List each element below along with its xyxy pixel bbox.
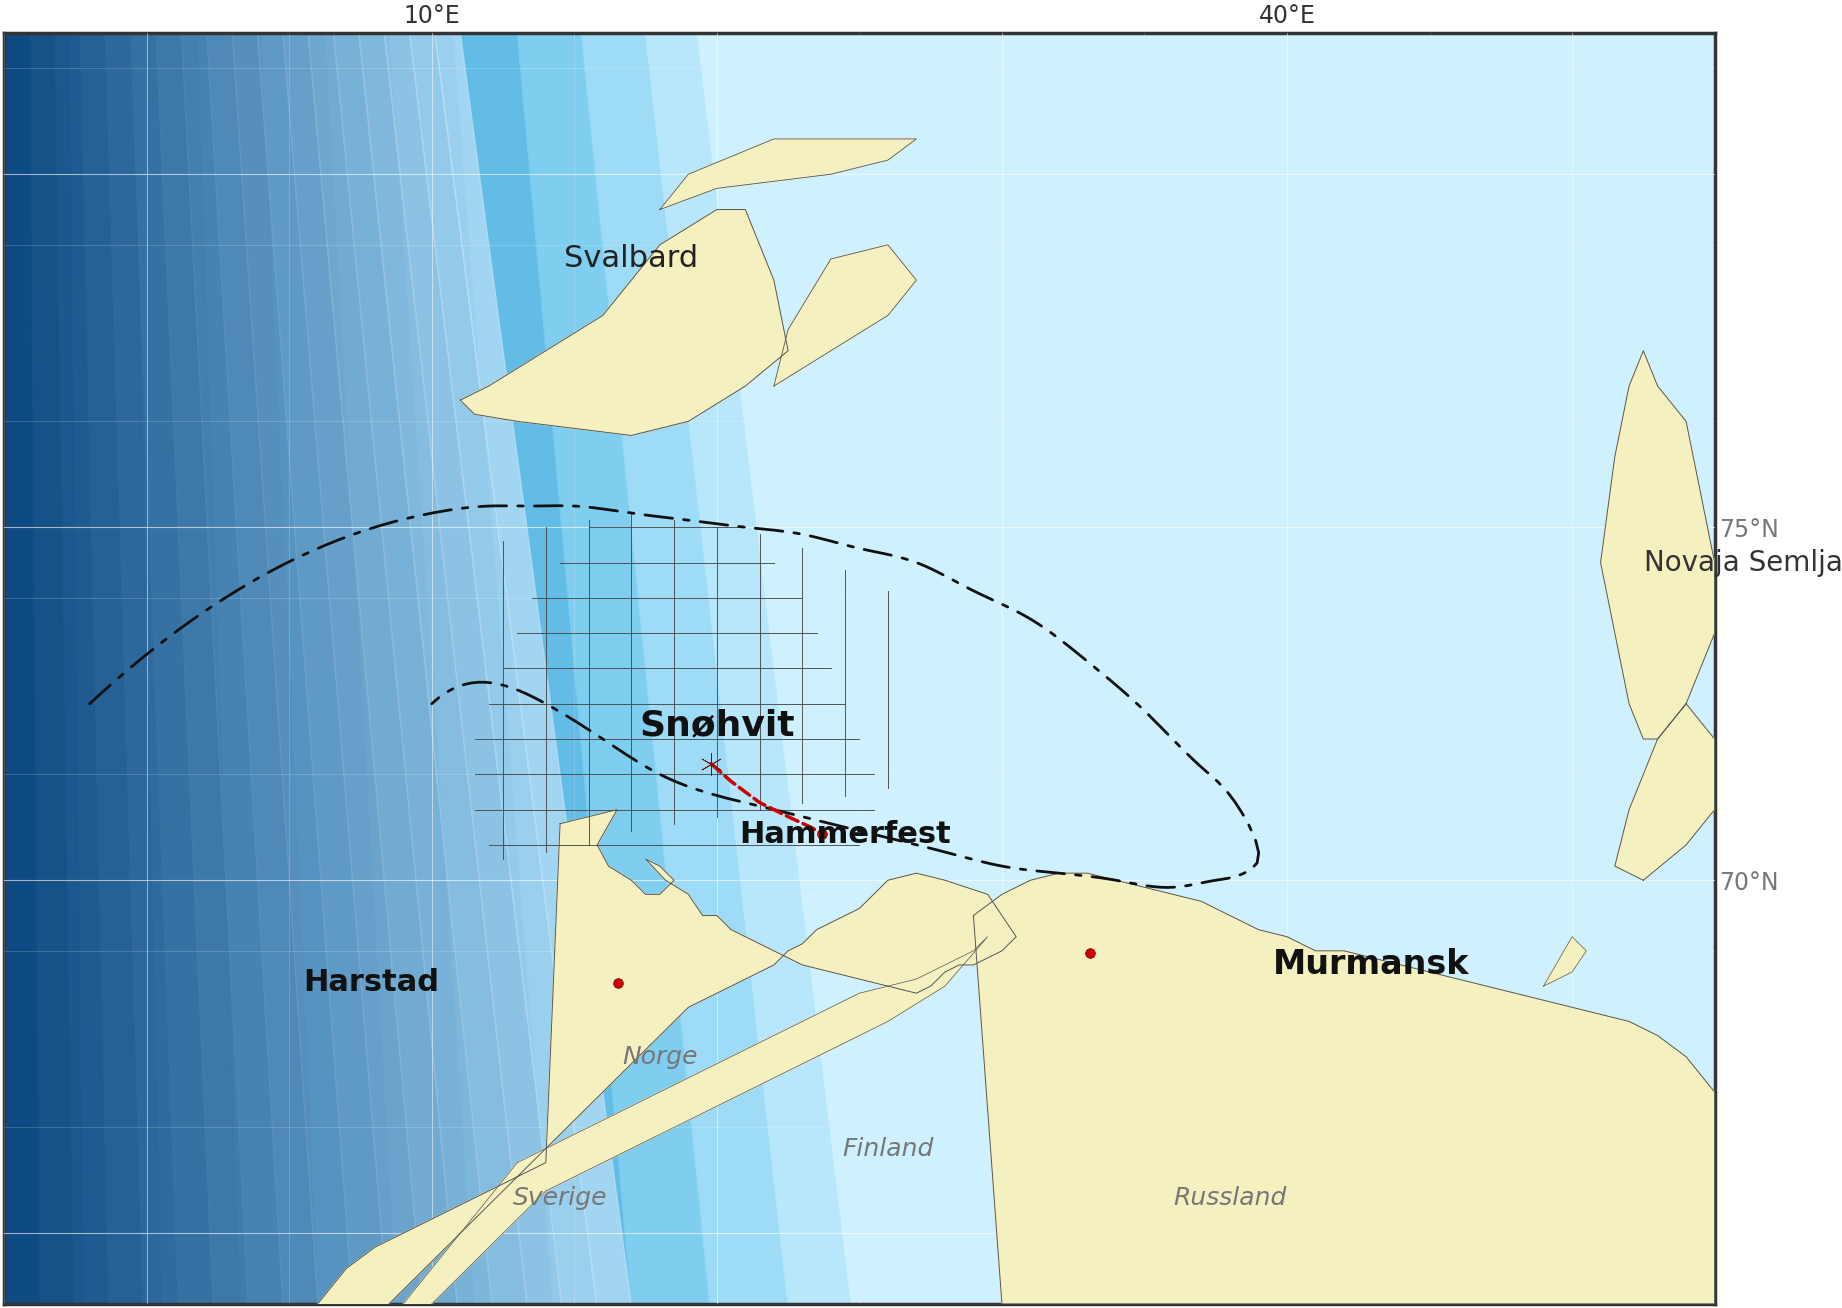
Polygon shape bbox=[518, 33, 709, 1304]
Polygon shape bbox=[696, 33, 1715, 1304]
Polygon shape bbox=[262, 810, 1017, 1308]
Polygon shape bbox=[1544, 937, 1586, 986]
Polygon shape bbox=[324, 33, 475, 1304]
Polygon shape bbox=[157, 33, 249, 1304]
Text: Snøhvit: Snøhvit bbox=[639, 708, 794, 742]
Polygon shape bbox=[4, 33, 1715, 1304]
Polygon shape bbox=[197, 33, 319, 1304]
Polygon shape bbox=[68, 33, 160, 1304]
Text: Svalbard: Svalbard bbox=[564, 245, 698, 273]
Polygon shape bbox=[333, 33, 492, 1304]
Polygon shape bbox=[645, 33, 866, 1304]
Polygon shape bbox=[435, 33, 632, 1304]
Polygon shape bbox=[1615, 704, 1715, 880]
Polygon shape bbox=[582, 33, 788, 1304]
Text: Murmansk: Murmansk bbox=[1273, 948, 1470, 981]
Polygon shape bbox=[206, 33, 319, 1304]
Polygon shape bbox=[262, 33, 396, 1304]
Polygon shape bbox=[460, 209, 788, 436]
Polygon shape bbox=[709, 33, 945, 1304]
Polygon shape bbox=[385, 33, 562, 1304]
Text: Norge: Norge bbox=[623, 1045, 698, 1069]
Text: Russland: Russland bbox=[1173, 1186, 1288, 1210]
Polygon shape bbox=[55, 33, 109, 1304]
Text: Sverige: Sverige bbox=[512, 1186, 608, 1210]
Text: Hammerfest: Hammerfest bbox=[739, 820, 950, 849]
Polygon shape bbox=[973, 874, 1715, 1304]
Polygon shape bbox=[304, 937, 987, 1308]
Polygon shape bbox=[409, 33, 597, 1304]
Polygon shape bbox=[182, 33, 284, 1304]
Text: Finland: Finland bbox=[842, 1137, 934, 1160]
Text: Novaja Semlja: Novaja Semlja bbox=[1643, 548, 1842, 577]
Polygon shape bbox=[4, 33, 39, 1304]
Polygon shape bbox=[4, 33, 83, 1304]
Polygon shape bbox=[308, 33, 457, 1304]
Polygon shape bbox=[232, 33, 352, 1304]
Polygon shape bbox=[659, 139, 917, 209]
Polygon shape bbox=[29, 33, 74, 1304]
Polygon shape bbox=[1601, 351, 1715, 739]
Polygon shape bbox=[359, 33, 527, 1304]
Polygon shape bbox=[284, 33, 422, 1304]
Polygon shape bbox=[131, 33, 214, 1304]
Polygon shape bbox=[453, 33, 632, 1304]
Polygon shape bbox=[133, 33, 239, 1304]
Polygon shape bbox=[105, 33, 179, 1304]
Polygon shape bbox=[258, 33, 387, 1304]
Polygon shape bbox=[389, 33, 553, 1304]
Polygon shape bbox=[81, 33, 144, 1304]
Text: Harstad: Harstad bbox=[304, 968, 440, 997]
Polygon shape bbox=[774, 245, 917, 386]
